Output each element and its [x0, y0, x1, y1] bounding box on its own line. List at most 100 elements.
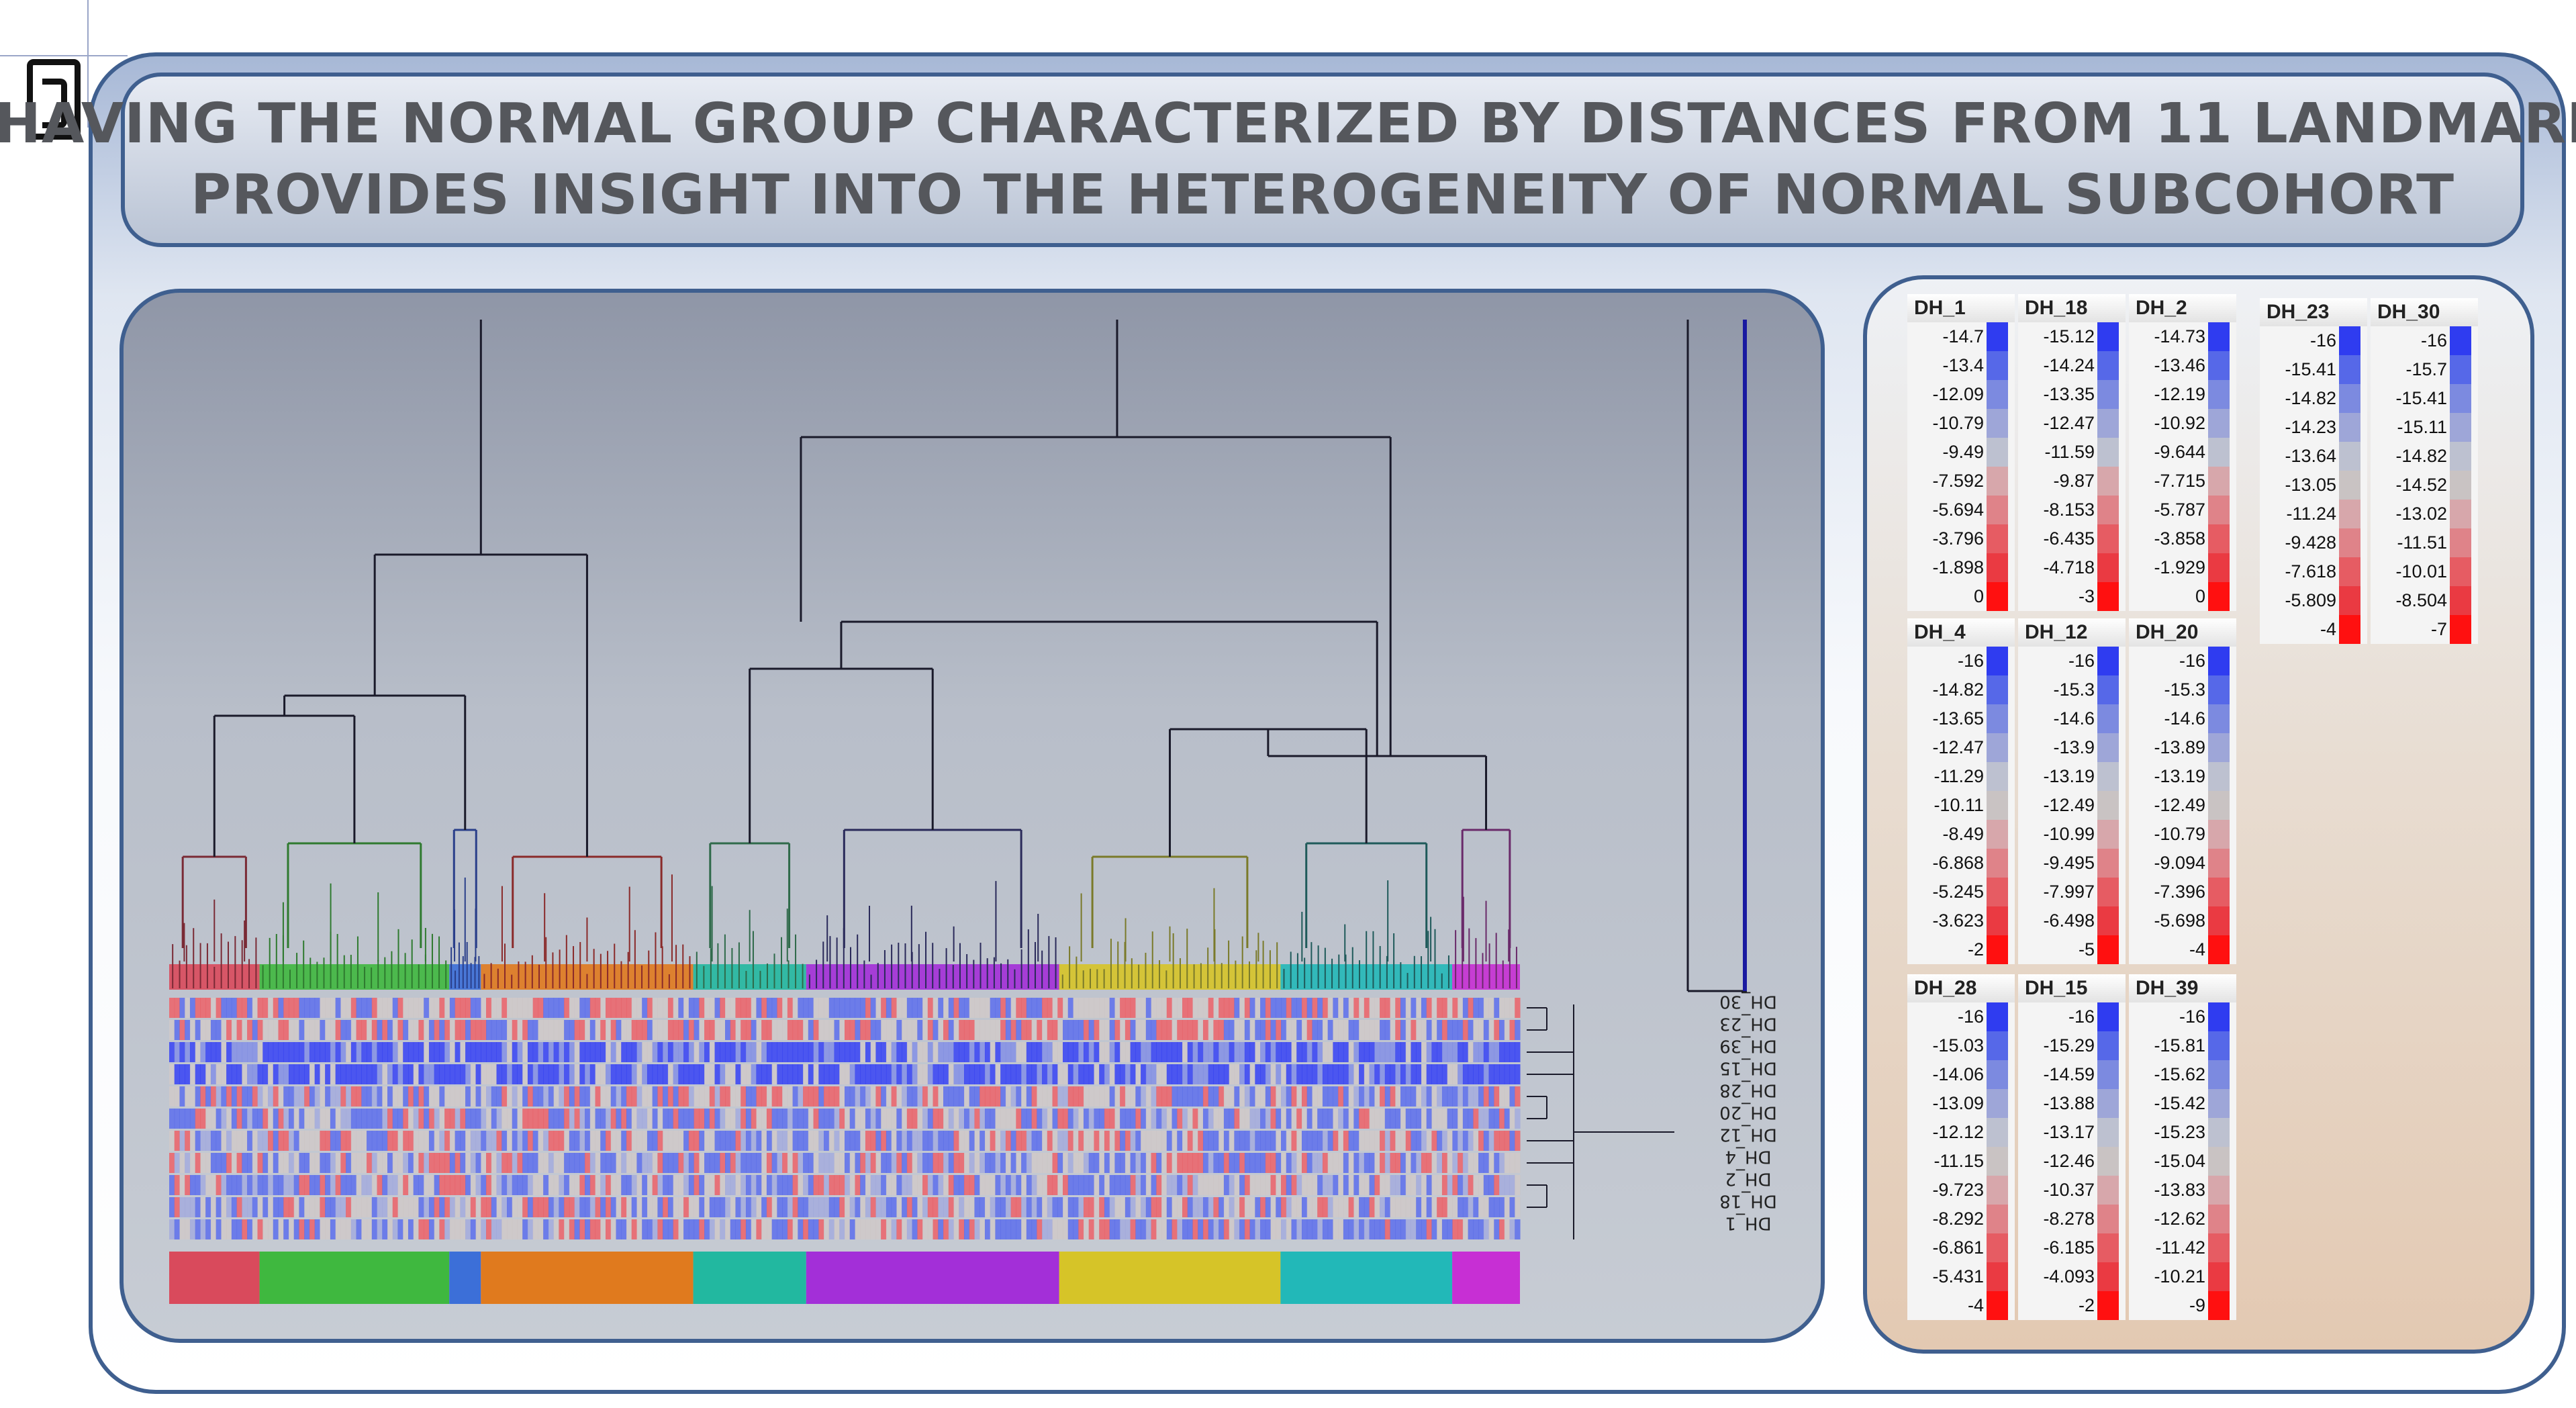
heatmap-cell [720, 1042, 726, 1062]
heatmap-cell [1426, 998, 1432, 1018]
heatmap-cell [200, 1175, 206, 1195]
heatmap-cell [444, 1197, 450, 1217]
heatmap-cell [1073, 998, 1079, 1018]
heatmap-cell [1130, 1175, 1136, 1195]
heatmap-cell [1109, 1219, 1115, 1239]
heatmap-cell [1213, 1219, 1219, 1239]
heatmap-cell [1078, 1109, 1084, 1129]
logo-icon [27, 59, 81, 140]
legend-row: -1.929 [2129, 553, 2236, 582]
heatmap-cell [756, 1131, 762, 1151]
heatmap-cell [428, 1153, 435, 1173]
heatmap-cell [1416, 1153, 1422, 1173]
legend-swatch [2450, 442, 2471, 471]
heatmap-cell [1338, 998, 1344, 1018]
heatmap-cell [808, 1131, 814, 1151]
heatmap-cell [403, 1020, 409, 1040]
heatmap-cell [1177, 1064, 1183, 1084]
heatmap-cell [1478, 998, 1484, 1018]
legend-value: -16 [2179, 651, 2205, 671]
heatmap-cell [631, 1109, 637, 1129]
heatmap-cell [1270, 998, 1276, 1018]
heatmap-cell [455, 1153, 461, 1173]
heatmap-cell [330, 1131, 336, 1151]
heatmap-cell [200, 1042, 206, 1062]
legend-value: -9 [2189, 1295, 2205, 1315]
heatmap-cell [1421, 1086, 1427, 1107]
legend-value: -14.6 [2053, 708, 2095, 729]
heatmap-cell [263, 1197, 269, 1217]
heatmap-cell [293, 1175, 299, 1195]
legend-value: -10.01 [2395, 561, 2447, 581]
heatmap-cell [1452, 1109, 1458, 1129]
heatmap-cell [886, 1175, 892, 1195]
heatmap-cell [694, 1086, 700, 1107]
heatmap-cell [564, 1175, 570, 1195]
heatmap-cell [782, 1153, 788, 1173]
heatmap-cell [1239, 1064, 1245, 1084]
legend-row: -6.435 [2018, 524, 2126, 553]
heatmap-cell [1141, 1197, 1147, 1217]
heatmap-cell [756, 1153, 762, 1173]
heatmap-cell [449, 1131, 456, 1151]
heatmap-cell [408, 1197, 414, 1217]
heatmap-cell [694, 1131, 700, 1151]
legend-row: -4 [1907, 1291, 2015, 1320]
heatmap-cell [1249, 1064, 1255, 1084]
heatmap-cell [185, 1153, 191, 1173]
heatmap-cell [589, 1042, 596, 1062]
heatmap-cell [403, 1086, 409, 1107]
heatmap-cell [803, 1020, 809, 1040]
heatmap-cell [1026, 1109, 1033, 1129]
heatmap-cell [408, 1219, 414, 1239]
heatmap-cell [314, 1064, 320, 1084]
heatmap-cell [340, 1109, 346, 1129]
heatmap-cell [621, 1086, 627, 1107]
heatmap-cell [517, 1086, 523, 1107]
legend-row: -13.05 [2260, 471, 2367, 500]
legend-row: -6.861 [1907, 1233, 2015, 1262]
heatmap-cell [1447, 1042, 1453, 1062]
legend-row: -7.592 [1907, 467, 2015, 496]
legend-swatch [1987, 438, 2008, 467]
heatmap-cell [340, 1020, 346, 1040]
heatmap-cell [1114, 1020, 1120, 1040]
heatmap-cell [314, 1131, 320, 1151]
heatmap-cell [346, 1153, 352, 1173]
heatmap-cell [361, 1197, 367, 1217]
heatmap-cell [512, 998, 518, 1018]
heatmap-cell [1021, 1197, 1027, 1217]
heatmap-cell [559, 1109, 565, 1129]
heatmap-cell [1239, 1175, 1245, 1195]
heatmap-cell [860, 1131, 866, 1151]
heatmap-cell [392, 1109, 398, 1129]
heatmap-cell [231, 998, 238, 1018]
heatmap-cell [792, 1219, 798, 1239]
heatmap-cell [1301, 1042, 1308, 1062]
heatmap-cell [408, 1064, 414, 1084]
heatmap-cell [1255, 1153, 1261, 1173]
heatmap-cell [1067, 1197, 1074, 1217]
heatmap-cell [1083, 1197, 1090, 1217]
heatmap-cell [808, 1153, 814, 1173]
heatmap-cell [792, 1086, 798, 1107]
heatmap-cell [387, 1153, 393, 1173]
heatmap-cell [1359, 1064, 1365, 1084]
heatmap-cell [881, 1064, 887, 1084]
heatmap-cell [1473, 1219, 1479, 1239]
heatmap-cell [1177, 1109, 1183, 1129]
heatmap-cell [688, 998, 695, 1018]
heatmap-cell [330, 1086, 336, 1107]
heatmap-cell [1333, 1020, 1339, 1040]
heatmap-cell [756, 1109, 762, 1129]
heatmap-cell [741, 1219, 747, 1239]
heatmap-cell [1452, 1197, 1458, 1217]
heatmap-cell [600, 1131, 606, 1151]
heatmap-cell [1005, 1131, 1012, 1151]
heatmap-cell [1327, 1042, 1333, 1062]
heatmap-cell [683, 1020, 689, 1040]
heatmap-cell [1286, 1064, 1292, 1084]
heatmap-cell [548, 1086, 555, 1107]
heatmap-cell [283, 1197, 289, 1217]
heatmap-cell [953, 1131, 959, 1151]
